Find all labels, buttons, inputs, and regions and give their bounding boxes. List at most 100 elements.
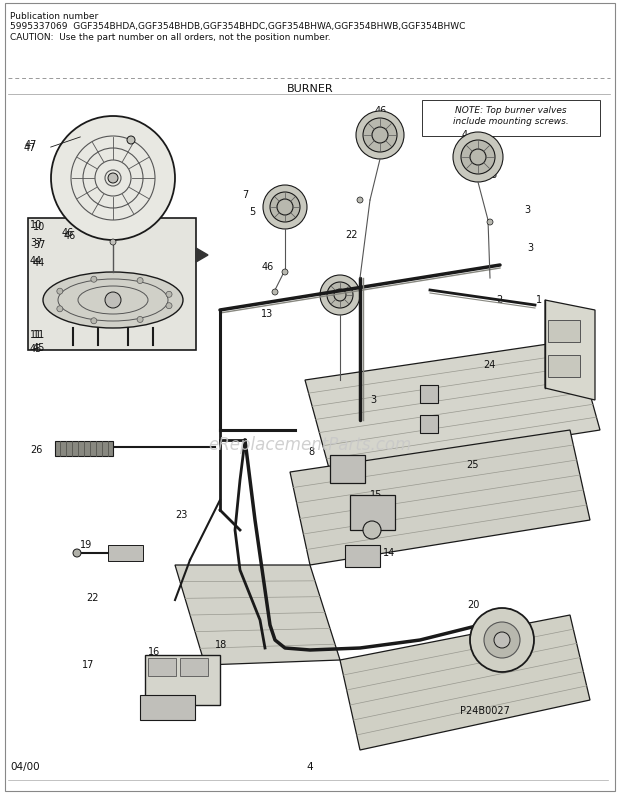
Circle shape	[494, 632, 510, 648]
Text: 10: 10	[33, 222, 45, 232]
Circle shape	[356, 111, 404, 159]
Text: 13: 13	[261, 309, 273, 319]
Circle shape	[57, 288, 63, 295]
Bar	[145, 655, 220, 705]
Text: 18: 18	[215, 640, 228, 650]
Text: 7: 7	[242, 190, 248, 200]
Text: 04/00: 04/00	[10, 762, 40, 772]
Ellipse shape	[43, 272, 183, 328]
Text: 46: 46	[64, 231, 76, 241]
Bar	[345, 545, 380, 567]
Text: 37: 37	[30, 238, 42, 248]
Bar	[420, 385, 438, 403]
Circle shape	[487, 219, 493, 225]
Circle shape	[461, 140, 495, 174]
Text: 3: 3	[370, 395, 376, 405]
Text: 37: 37	[33, 240, 45, 250]
Bar	[108, 545, 143, 561]
Text: 45: 45	[30, 344, 42, 354]
Circle shape	[91, 276, 97, 282]
Text: 5995337069  GGF354BHDA,GGF354BHDB,GGF354BHDC,GGF354BHWA,GGF354BHWB,GGF354BHWC: 5995337069 GGF354BHDA,GGF354BHDB,GGF354B…	[10, 22, 466, 31]
Circle shape	[282, 269, 288, 275]
Text: 22: 22	[345, 230, 358, 240]
Text: 4: 4	[462, 130, 468, 140]
Text: 3: 3	[527, 243, 533, 253]
Circle shape	[320, 275, 360, 315]
Bar	[330, 455, 365, 483]
Circle shape	[270, 192, 300, 222]
Polygon shape	[305, 340, 600, 472]
Text: 25: 25	[466, 460, 479, 470]
Text: P24B0027: P24B0027	[460, 706, 510, 716]
Text: 1: 1	[536, 295, 542, 305]
Circle shape	[73, 549, 81, 557]
Circle shape	[470, 608, 534, 672]
Text: 11: 11	[33, 330, 45, 340]
Text: 47: 47	[25, 140, 37, 150]
Text: 3: 3	[524, 205, 530, 215]
Text: 45: 45	[33, 343, 45, 353]
Circle shape	[166, 303, 172, 309]
Circle shape	[272, 289, 278, 295]
Text: 44: 44	[30, 256, 42, 266]
Bar	[548, 320, 580, 342]
Bar	[180, 658, 208, 676]
Text: 8: 8	[308, 447, 314, 457]
Text: 15: 15	[370, 490, 383, 500]
Text: 11: 11	[30, 330, 42, 340]
Text: 4: 4	[307, 762, 313, 772]
Text: 5: 5	[249, 207, 255, 217]
Circle shape	[57, 306, 63, 312]
Text: 22: 22	[86, 593, 99, 603]
Text: 46: 46	[262, 262, 274, 272]
Text: 21: 21	[491, 628, 503, 638]
Text: eReplacementParts.com: eReplacementParts.com	[208, 436, 412, 454]
Bar	[55, 441, 113, 456]
Text: 23: 23	[175, 510, 187, 520]
Polygon shape	[290, 430, 590, 565]
Text: 6: 6	[490, 170, 496, 180]
Text: 17: 17	[82, 660, 94, 670]
Text: 10: 10	[30, 220, 42, 230]
Bar	[548, 355, 580, 377]
Text: BURNER: BURNER	[286, 84, 334, 94]
Text: 46: 46	[62, 228, 74, 238]
Circle shape	[327, 282, 353, 308]
Text: include mounting screws.: include mounting screws.	[453, 117, 569, 126]
Text: 46: 46	[375, 106, 388, 116]
Circle shape	[357, 197, 363, 203]
Circle shape	[166, 291, 172, 297]
Circle shape	[263, 185, 307, 229]
Circle shape	[51, 116, 175, 240]
Circle shape	[108, 173, 118, 183]
Bar	[422, 100, 600, 136]
Text: 19: 19	[80, 540, 92, 550]
Text: 47: 47	[24, 143, 37, 153]
Bar	[140, 695, 195, 720]
Circle shape	[110, 239, 116, 245]
Bar	[28, 218, 196, 350]
Bar	[420, 415, 438, 433]
Text: 2: 2	[496, 295, 502, 305]
Bar	[148, 658, 176, 676]
Polygon shape	[340, 615, 590, 750]
Polygon shape	[175, 565, 340, 665]
Text: 24: 24	[483, 360, 495, 370]
Circle shape	[105, 292, 121, 308]
Circle shape	[363, 521, 381, 539]
Circle shape	[137, 317, 143, 322]
Circle shape	[91, 318, 97, 324]
Circle shape	[363, 118, 397, 152]
Text: NOTE: Top burner valves: NOTE: Top burner valves	[455, 106, 567, 115]
Polygon shape	[196, 248, 208, 262]
Text: 16: 16	[148, 647, 160, 657]
Text: 44: 44	[33, 258, 45, 268]
Text: CAUTION:  Use the part number on all orders, not the position number.: CAUTION: Use the part number on all orde…	[10, 33, 330, 42]
Text: 14: 14	[383, 548, 396, 558]
Text: 26: 26	[30, 445, 42, 455]
Polygon shape	[545, 300, 595, 400]
Circle shape	[484, 622, 520, 658]
Text: 20: 20	[467, 600, 479, 610]
Bar	[350, 495, 395, 530]
Circle shape	[127, 136, 135, 144]
